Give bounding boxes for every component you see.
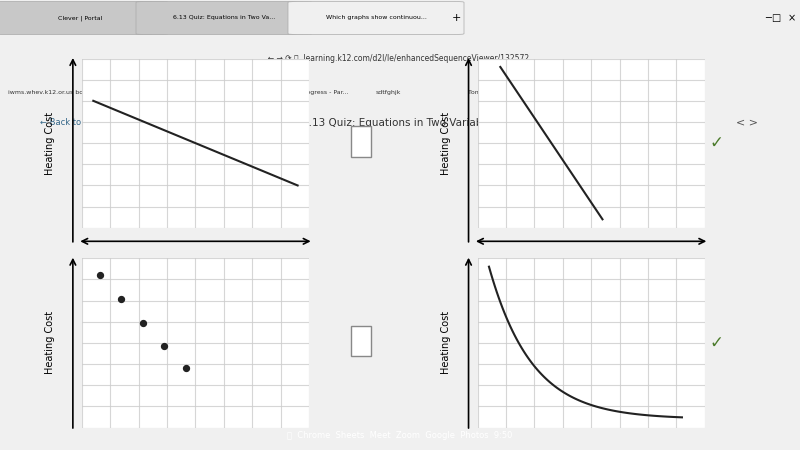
Point (94, 271, 106, 279)
Text: https://clever.com/in...: https://clever.com/in... (192, 90, 262, 95)
Text: 6.13 Quiz: Equations in Two Va...: 6.13 Quiz: Equations in Two Va... (173, 15, 275, 21)
Text: ✓: ✓ (710, 134, 723, 152)
Text: Heating Cost: Heating Cost (45, 112, 55, 175)
FancyBboxPatch shape (351, 326, 370, 356)
Point (137, 319, 150, 326)
Text: Tomb Runner 2 - Pl...: Tomb Runner 2 - Pl... (468, 90, 533, 95)
Text: 6.13 Quiz: Equations in Two Variables: 6.13 Quiz: Equations in Two Variables (302, 117, 498, 128)
Text: sdtfghjk: sdtfghjk (376, 90, 402, 95)
Text: 🔍  Chrome  Sheets  Meet  Zoom  Google  Photos  9:50: 🔍 Chrome Sheets Meet Zoom Google Photos … (287, 431, 513, 440)
Text: □: □ (771, 13, 781, 23)
Point (180, 364, 193, 372)
Text: Heating Cost: Heating Cost (441, 311, 451, 374)
Text: ×: × (788, 13, 796, 23)
Text: ← → ⟳ 🏠  learning.k12.com/d2l/le/enhancedSequenceViewer/132572...: ← → ⟳ 🏠 learning.k12.com/d2l/le/enhanced… (263, 54, 537, 63)
FancyBboxPatch shape (0, 1, 168, 35)
Text: Goal Progress - Par...: Goal Progress - Par... (284, 90, 349, 95)
Text: < >: < > (736, 117, 758, 128)
Text: ─: ─ (765, 13, 771, 23)
Text: Heating Cost: Heating Cost (441, 112, 451, 175)
Text: Prodigy: Prodigy (100, 90, 123, 95)
Text: ← Back to Content: ← Back to Content (40, 118, 118, 127)
Text: CLICK HERE: CLICK HERE (652, 90, 689, 95)
Text: boo: boo (560, 90, 572, 95)
Text: Heating Cost: Heating Cost (45, 311, 55, 374)
Text: iwms.whev.k12.or.us bookmarks: iwms.whev.k12.or.us bookmarks (8, 90, 110, 95)
Text: Clever | Portal: Clever | Portal (58, 15, 102, 21)
FancyBboxPatch shape (288, 1, 464, 35)
Text: ✓: ✓ (710, 334, 723, 352)
Point (114, 295, 127, 302)
Text: Outdoor Temperature: Outdoor Temperature (539, 258, 643, 268)
Text: Which graphs show continuou...: Which graphs show continuou... (326, 15, 426, 21)
Point (158, 342, 170, 350)
Text: +: + (451, 13, 461, 23)
Text: Outdoor Temperature: Outdoor Temperature (143, 258, 248, 268)
FancyBboxPatch shape (351, 126, 370, 157)
FancyBboxPatch shape (136, 1, 312, 35)
